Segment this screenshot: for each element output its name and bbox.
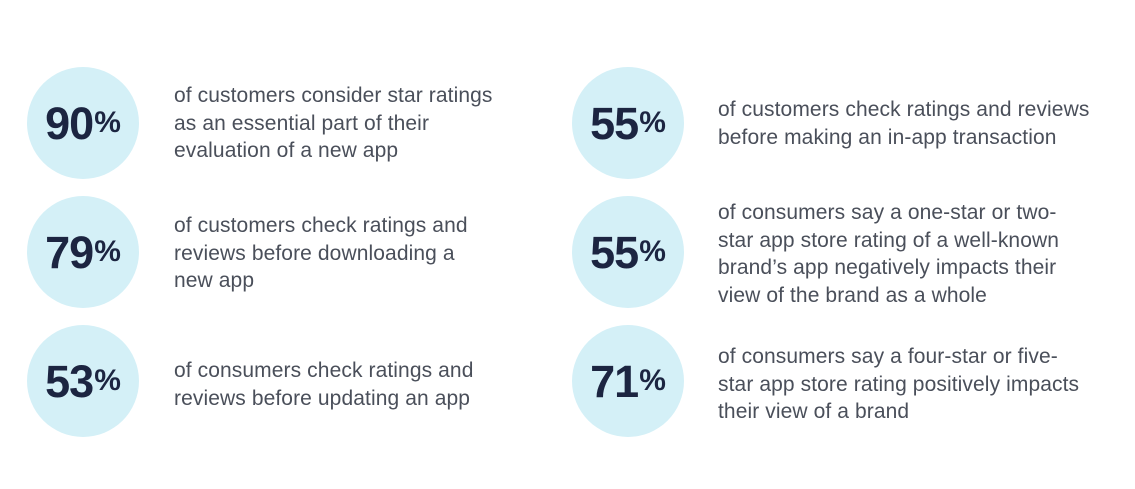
stat-percent-sign: % (94, 235, 121, 268)
stat-circle: 90% (27, 67, 139, 179)
description-line: view of the brand as a whole (718, 283, 987, 307)
description-line: of consumers say a four-star or five- (718, 345, 1058, 368)
stat-90: 90% (27, 67, 139, 179)
description-line: of customers check ratings and (174, 214, 468, 237)
description-line: new app (174, 269, 255, 292)
stat-number: 79 (45, 226, 94, 278)
stat-71: 71% (572, 325, 684, 437)
description-line: as an essential part of their (174, 111, 430, 135)
stat-number: 55 (590, 226, 639, 278)
stat-percent-sign: % (639, 106, 666, 139)
stat-circle: 53% (27, 325, 139, 437)
description-line: before making an in-app transaction (718, 125, 1057, 149)
stat-percent-sign: % (94, 106, 121, 139)
stat-number: 53 (45, 355, 94, 407)
description-line: of consumers check ratings and (174, 359, 474, 382)
stat-circle: 79% (27, 196, 139, 308)
stat-55-transaction: 55% (572, 67, 684, 179)
stat-percent-sign: % (94, 364, 121, 397)
stat-description: of customers check ratings and reviews b… (718, 96, 1089, 151)
stat-circle: 55% (572, 196, 684, 308)
description-line: their view of a brand (718, 400, 910, 423)
description-line: of consumers say a one-star or two- (718, 201, 1057, 224)
stat-description: of consumers say a one-star or two- star… (718, 199, 1059, 309)
stat-description: of consumers check ratings and reviews b… (174, 357, 473, 412)
stat-description: of consumers say a four-star or five- st… (718, 343, 1079, 426)
stat-description: of customers check ratings and reviews b… (174, 212, 468, 295)
stat-circle: 55% (572, 67, 684, 179)
description-line: of customers check ratings and reviews (718, 98, 1090, 121)
stat-percent-sign: % (639, 364, 666, 397)
description-line: star app store rating positively impacts (718, 372, 1080, 396)
stat-55-negative: 55% (572, 196, 684, 308)
stat-number: 90 (45, 97, 94, 149)
stat-79: 79% (27, 196, 139, 308)
stat-circle: 71% (572, 325, 684, 437)
description-line: evaluation of a new app (174, 139, 399, 162)
stat-53: 53% (27, 325, 139, 437)
description-line: reviews before updating an app (174, 386, 471, 410)
description-line: star app store rating of a well-known (718, 228, 1060, 252)
description-line: brand’s app negatively impacts their (718, 256, 1057, 279)
stat-number: 55 (590, 97, 639, 149)
stat-description: of customers consider star ratings as an… (174, 82, 493, 165)
stat-percent-sign: % (639, 235, 666, 268)
description-line: of customers consider star ratings (174, 84, 493, 107)
stat-number: 71 (590, 355, 639, 407)
description-line: reviews before downloading a (174, 241, 455, 265)
